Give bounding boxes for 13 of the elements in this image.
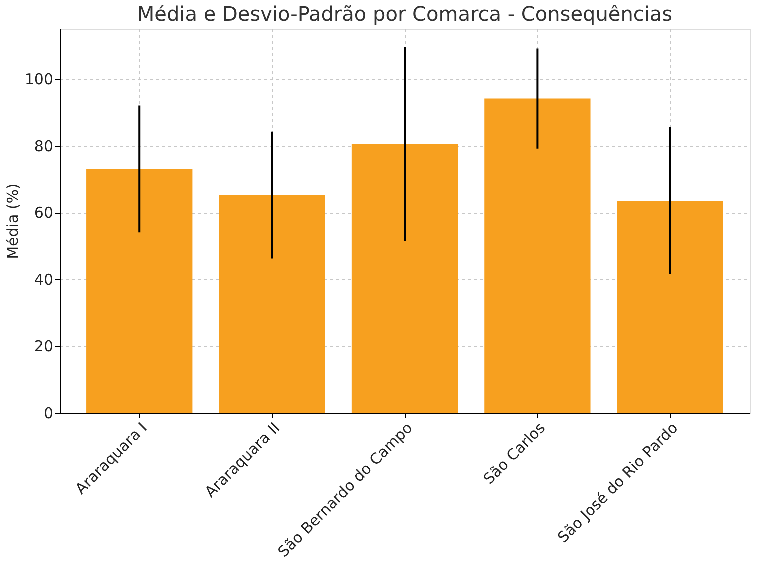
bar bbox=[352, 144, 458, 413]
bar bbox=[219, 195, 326, 413]
y-tick-label: 60 bbox=[34, 204, 54, 222]
bar bbox=[484, 98, 591, 413]
y-tick-label: 80 bbox=[34, 137, 54, 156]
y-axis-title: Média (%) bbox=[4, 184, 22, 260]
y-tick-label: 100 bbox=[24, 70, 54, 89]
bar bbox=[617, 200, 724, 413]
y-tick-label: 0 bbox=[44, 404, 54, 422]
chart-title: Média e Desvio-Padrão por Comarca - Consequências bbox=[137, 2, 673, 26]
bar bbox=[86, 169, 193, 413]
y-tick-label: 20 bbox=[34, 338, 54, 356]
y-tick-label: 40 bbox=[34, 270, 54, 289]
